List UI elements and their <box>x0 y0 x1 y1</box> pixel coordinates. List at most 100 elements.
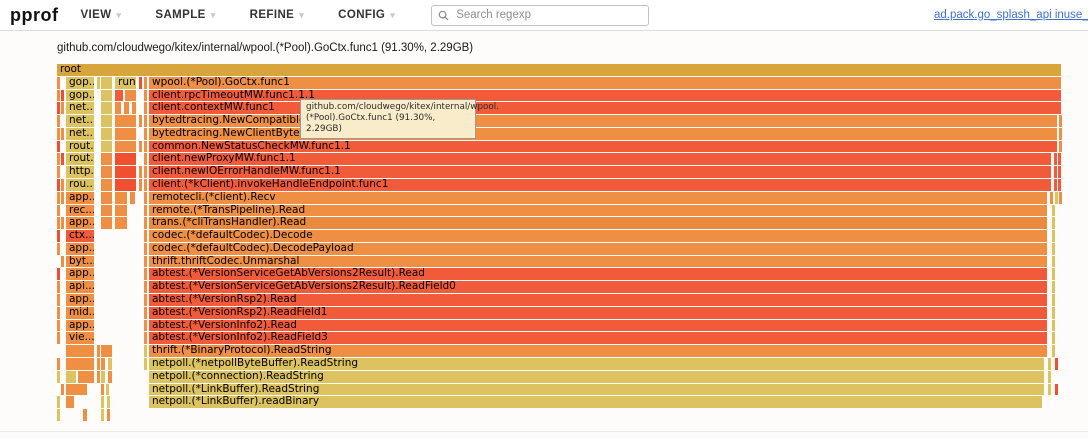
flame-frame[interactable]: root <box>57 64 1061 76</box>
flame-frame-sliver[interactable] <box>144 191 147 204</box>
flame-frame-sliver[interactable] <box>1055 357 1058 370</box>
flame-frame-sliver[interactable] <box>57 306 60 319</box>
flame-frame[interactable]: net... <box>66 115 94 127</box>
flame-frame-sliver[interactable] <box>115 115 136 127</box>
flame-frame[interactable]: api... <box>66 281 94 294</box>
flame-frame-sliver[interactable] <box>1052 332 1055 345</box>
flame-frame-sliver[interactable] <box>57 191 60 204</box>
flame-frame[interactable]: net... <box>66 127 94 140</box>
flame-frame-sliver[interactable] <box>144 357 147 370</box>
flame-frame-sliver[interactable] <box>61 102 64 115</box>
flame-frame-sliver[interactable] <box>97 345 100 357</box>
flame-frame[interactable]: gop... <box>66 76 94 89</box>
menu-config[interactable]: CONFIG ▾ <box>338 9 395 21</box>
flame-frame-sliver[interactable] <box>115 204 127 217</box>
flame-frame[interactable]: wpool.(*Pool).GoCtx.func1 <box>149 76 1061 89</box>
flame-frame[interactable]: abtest.(*VersionServiceGetAbVersions2Res… <box>149 281 1047 294</box>
flame-frame[interactable]: abtest.(*VersionRsp2).Read <box>149 294 1047 306</box>
flame-frame-sliver[interactable] <box>1059 115 1062 127</box>
flame-frame[interactable]: trans.(*cliTransHandler).Read <box>149 217 1047 230</box>
flame-frame-sliver[interactable] <box>139 140 142 153</box>
flame-frame-sliver[interactable] <box>57 409 60 421</box>
flame-frame-sliver[interactable] <box>57 140 60 153</box>
flame-frame[interactable]: gop... <box>66 89 94 102</box>
flame-frame-sliver[interactable] <box>1054 179 1057 191</box>
flame-frame-sliver[interactable] <box>115 89 123 102</box>
flame-frame-sliver[interactable] <box>1052 242 1055 255</box>
flame-frame[interactable]: codec.(*defaultCodec).DecodePayload <box>149 242 1047 255</box>
flame-frame[interactable]: ctx.... <box>66 230 94 242</box>
flame-frame[interactable]: bytedtracing.NewClientBytedTraceMW.func1… <box>149 127 1057 140</box>
flame-frame-sliver[interactable] <box>101 153 112 166</box>
flame-frame[interactable]: net... <box>66 102 94 115</box>
flame-frame-sliver[interactable] <box>78 370 94 383</box>
flame-frame-sliver[interactable] <box>144 242 147 255</box>
flame-frame-sliver[interactable] <box>101 166 112 179</box>
flame-frame[interactable]: remote.(*TransPipeline).Read <box>149 204 1047 217</box>
profile-file-link[interactable]: ad.pack.go_splash_api inuse_sp <box>934 9 1088 21</box>
flame-frame-sliver[interactable] <box>57 268 60 281</box>
flame-frame[interactable]: codec.(*defaultCodec).Decode <box>149 230 1047 242</box>
flame-frame-sliver[interactable] <box>66 345 94 357</box>
flame-frame-sliver[interactable] <box>101 217 112 230</box>
flame-frame-sliver[interactable] <box>101 76 112 89</box>
flame-frame[interactable]: app... <box>66 294 94 306</box>
search-box[interactable] <box>431 4 650 26</box>
flame-frame-sliver[interactable] <box>115 191 127 204</box>
flame-frame-sliver[interactable] <box>101 204 112 217</box>
flame-frame[interactable]: rec... <box>66 204 94 217</box>
flame-frame-sliver[interactable] <box>57 115 60 127</box>
flame-frame[interactable]: rout... <box>66 140 94 153</box>
flame-frame[interactable]: abtest.(*VersionServiceGetAbVersions2Res… <box>149 268 1047 281</box>
flame-frame-sliver[interactable] <box>101 383 104 396</box>
flame-frame[interactable]: byt... <box>66 255 94 268</box>
flame-frame-sliver[interactable] <box>61 191 64 204</box>
flame-frame-sliver[interactable] <box>101 140 112 153</box>
flame-frame-sliver[interactable] <box>115 179 136 191</box>
flame-frame-sliver[interactable] <box>139 115 142 127</box>
flame-frame-sliver[interactable] <box>144 345 147 357</box>
flame-frame-sliver[interactable] <box>1055 383 1058 396</box>
flame-frame-sliver[interactable] <box>57 230 60 242</box>
flame-frame-sliver[interactable] <box>144 217 147 230</box>
flame-frame[interactable]: mid... <box>66 306 94 319</box>
flame-frame-sliver[interactable] <box>125 89 136 102</box>
flame-frame-sliver[interactable] <box>101 370 105 383</box>
flame-frame-sliver[interactable] <box>57 217 60 230</box>
flame-frame[interactable]: client.contextMW.func1 <box>149 102 1061 115</box>
flame-frame-sliver[interactable] <box>57 76 60 89</box>
flame-frame-sliver[interactable] <box>115 217 127 230</box>
flame-frame[interactable]: client.(*kClient).invokeHandleEndpoint.f… <box>149 179 1051 191</box>
flame-frame-sliver[interactable] <box>1059 127 1062 140</box>
flame-frame-sliver[interactable] <box>144 319 147 332</box>
flame-frame-sliver[interactable] <box>1052 306 1055 319</box>
flame-frame-sliver[interactable] <box>57 89 60 102</box>
flame-frame-sliver[interactable] <box>1052 268 1055 281</box>
flame-frame-sliver[interactable] <box>66 357 94 370</box>
flame-frame[interactable]: abtest.(*VersionInfo2).ReadField3 <box>149 332 1047 345</box>
flame-frame[interactable]: abtest.(*VersionInfo2).Read <box>149 319 1047 332</box>
flame-frame-sliver[interactable] <box>144 268 147 281</box>
flame-frame-sliver[interactable] <box>1058 153 1061 166</box>
flame-frame[interactable]: netpoll.(*LinkBuffer).ReadString <box>149 383 1044 396</box>
flame-frame[interactable]: http... <box>66 166 94 179</box>
flame-frame-sliver[interactable] <box>61 153 64 166</box>
flame-frame-sliver[interactable] <box>1052 345 1055 357</box>
flame-frame-sliver[interactable] <box>115 127 136 140</box>
flame-frame-sliver[interactable] <box>144 332 147 345</box>
flame-frame[interactable]: client.newIOErrorHandleMW.func1.1 <box>149 166 1051 179</box>
flame-frame[interactable]: run... <box>115 76 136 89</box>
flame-frame-sliver[interactable] <box>144 306 147 319</box>
menu-sample[interactable]: SAMPLE ▾ <box>155 9 215 21</box>
flame-frame-sliver[interactable] <box>144 102 147 115</box>
flame-frame-sliver[interactable] <box>101 115 112 127</box>
flame-frame-sliver[interactable] <box>101 89 112 102</box>
flame-frame[interactable]: common.NewStatusCheckMW.func1.1 <box>149 140 1057 153</box>
flame-frame[interactable]: bytedtracing.NewCompatibleClientT... <box>149 115 1057 127</box>
flame-frame-sliver[interactable] <box>61 217 64 230</box>
flame-frame[interactable]: remotecli.(*client).Recv <box>149 191 1047 204</box>
flame-frame-sliver[interactable] <box>101 191 112 204</box>
flame-frame-sliver[interactable] <box>1048 357 1051 370</box>
flame-frame-sliver[interactable] <box>101 396 104 409</box>
flame-frame-sliver[interactable] <box>144 166 147 179</box>
